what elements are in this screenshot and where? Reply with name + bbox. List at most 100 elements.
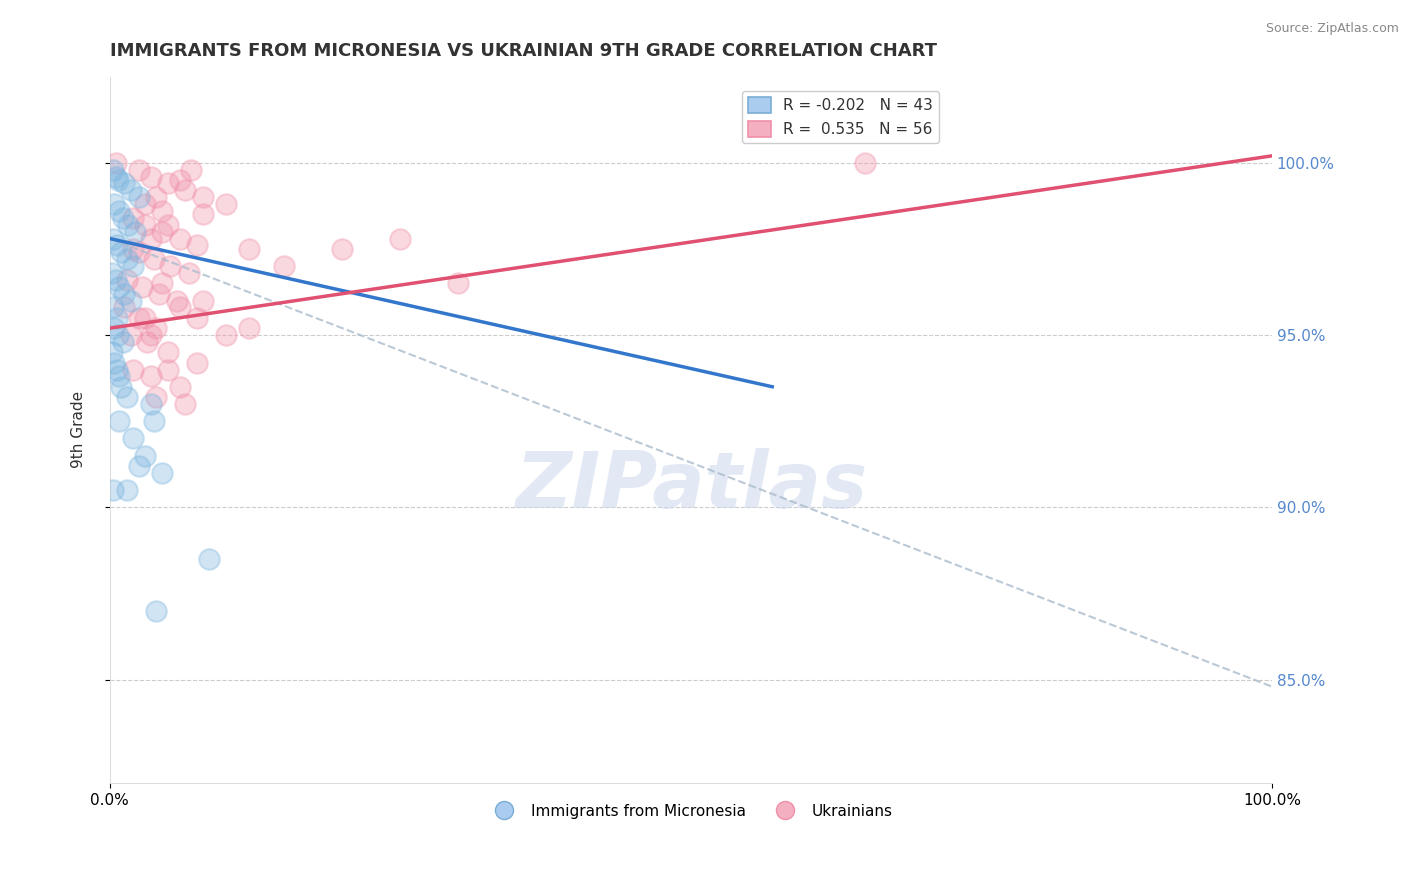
- Point: [117, 218, 139, 232]
- Point: [169, 301, 191, 315]
- Point: [110, 245, 132, 260]
- Point: [853, 155, 876, 169]
- Point: [107, 173, 129, 187]
- Point: [169, 380, 191, 394]
- Point: [124, 225, 146, 239]
- Point: [122, 242, 145, 256]
- Point: [145, 604, 167, 618]
- Point: [101, 266, 124, 280]
- Point: [128, 458, 150, 473]
- Point: [131, 280, 153, 294]
- Point: [107, 328, 129, 343]
- Point: [145, 390, 167, 404]
- Point: [150, 204, 173, 219]
- Point: [169, 231, 191, 245]
- Y-axis label: 9th Grade: 9th Grade: [72, 392, 86, 468]
- Point: [111, 334, 134, 349]
- Point: [105, 362, 128, 376]
- Point: [145, 190, 167, 204]
- Point: [117, 483, 139, 497]
- Point: [238, 242, 260, 256]
- Point: [103, 301, 125, 315]
- Point: [120, 183, 142, 197]
- Point: [105, 310, 128, 325]
- Point: [122, 211, 145, 225]
- Point: [104, 155, 127, 169]
- Point: [330, 242, 353, 256]
- Point: [191, 207, 214, 221]
- Point: [112, 301, 135, 315]
- Point: [156, 218, 179, 232]
- Point: [128, 310, 150, 325]
- Point: [238, 321, 260, 335]
- Point: [120, 328, 142, 343]
- Point: [139, 397, 162, 411]
- Point: [389, 231, 412, 245]
- Point: [120, 293, 142, 308]
- Point: [447, 277, 470, 291]
- Point: [186, 310, 208, 325]
- Point: [197, 552, 219, 566]
- Point: [186, 356, 208, 370]
- Point: [177, 266, 200, 280]
- Point: [139, 169, 162, 184]
- Point: [103, 483, 125, 497]
- Point: [134, 310, 156, 325]
- Point: [134, 218, 156, 232]
- Point: [122, 362, 145, 376]
- Point: [134, 449, 156, 463]
- Legend: Immigrants from Micronesia, Ukrainians: Immigrants from Micronesia, Ukrainians: [482, 797, 900, 825]
- Point: [122, 432, 145, 446]
- Point: [103, 231, 125, 245]
- Point: [191, 190, 214, 204]
- Point: [159, 259, 181, 273]
- Point: [186, 238, 208, 252]
- Point: [104, 273, 127, 287]
- Point: [103, 197, 125, 211]
- Point: [134, 197, 156, 211]
- Point: [143, 252, 166, 267]
- Point: [136, 334, 159, 349]
- Point: [117, 390, 139, 404]
- Point: [112, 286, 135, 301]
- Point: [139, 231, 162, 245]
- Point: [117, 252, 139, 267]
- Point: [150, 466, 173, 480]
- Point: [117, 273, 139, 287]
- Point: [104, 169, 127, 184]
- Point: [103, 356, 125, 370]
- Point: [273, 259, 295, 273]
- Text: Source: ZipAtlas.com: Source: ZipAtlas.com: [1265, 22, 1399, 36]
- Point: [128, 245, 150, 260]
- Point: [108, 414, 131, 428]
- Point: [101, 345, 124, 359]
- Point: [122, 259, 145, 273]
- Point: [191, 293, 214, 308]
- Point: [110, 380, 132, 394]
- Point: [180, 162, 202, 177]
- Point: [103, 162, 125, 177]
- Point: [150, 225, 173, 239]
- Point: [174, 397, 197, 411]
- Point: [156, 345, 179, 359]
- Point: [108, 369, 131, 384]
- Point: [108, 280, 131, 294]
- Point: [156, 177, 179, 191]
- Point: [111, 211, 134, 225]
- Point: [139, 369, 162, 384]
- Point: [174, 183, 197, 197]
- Text: IMMIGRANTS FROM MICRONESIA VS UKRAINIAN 9TH GRADE CORRELATION CHART: IMMIGRANTS FROM MICRONESIA VS UKRAINIAN …: [110, 42, 936, 60]
- Point: [108, 204, 131, 219]
- Point: [156, 362, 179, 376]
- Point: [112, 177, 135, 191]
- Point: [148, 286, 170, 301]
- Point: [139, 328, 162, 343]
- Point: [128, 190, 150, 204]
- Point: [143, 414, 166, 428]
- Point: [145, 321, 167, 335]
- Text: ZIPatlas: ZIPatlas: [515, 449, 868, 524]
- Point: [215, 328, 238, 343]
- Point: [215, 197, 238, 211]
- Point: [166, 293, 188, 308]
- Point: [105, 238, 128, 252]
